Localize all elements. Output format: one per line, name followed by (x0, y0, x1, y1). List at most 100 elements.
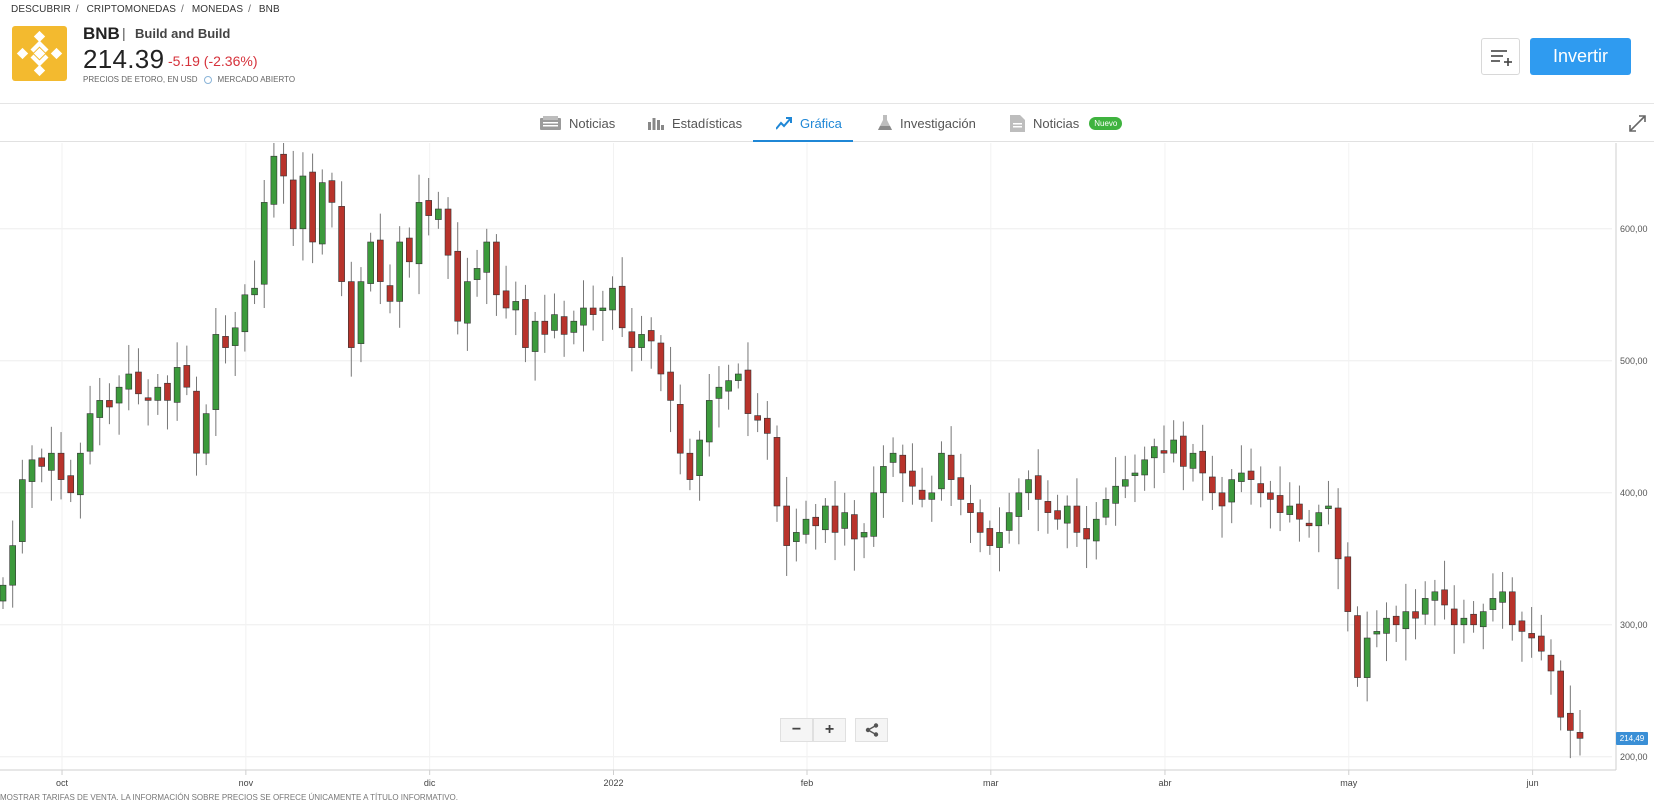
y-tick-label: 400,00 (1620, 488, 1648, 498)
candle-body (260, 202, 268, 285)
candle-body (173, 367, 181, 403)
candle-body (1373, 631, 1381, 635)
candle (309, 153, 316, 264)
candle-body (764, 417, 771, 434)
candle-body (1267, 492, 1274, 500)
breadcrumb-item[interactable]: CRIPTOMONEDAS (86, 4, 177, 15)
price-info: PRECIOS DE ETORO, EN USD MERCADO ABIERTO (83, 75, 295, 84)
candle (9, 520, 16, 608)
candle-body (686, 452, 694, 480)
candle (280, 143, 287, 204)
candle (193, 376, 200, 476)
candle (957, 453, 965, 516)
candle-body (67, 475, 75, 494)
candle (725, 364, 732, 410)
candle (483, 228, 491, 305)
ticker-symbol: BNB (83, 24, 120, 43)
add-to-list-icon (1491, 50, 1512, 66)
zoom-in-button[interactable]: + (813, 718, 846, 742)
candle (1518, 611, 1526, 662)
candle-body (1102, 499, 1110, 518)
candle-body (967, 503, 974, 513)
candle (135, 348, 142, 405)
candle (1005, 492, 1013, 544)
zoom-out-button[interactable]: − (780, 718, 813, 742)
candle-body (734, 373, 742, 381)
candle-body (1508, 591, 1516, 626)
candle (1470, 601, 1477, 633)
candle-body (1199, 450, 1206, 474)
candle (860, 523, 868, 559)
candle (367, 232, 374, 292)
candle (96, 377, 104, 446)
candle (802, 500, 810, 544)
candle (1209, 455, 1216, 510)
candle-body (957, 477, 965, 500)
candle (48, 426, 55, 501)
share-button[interactable] (855, 718, 888, 742)
candle (154, 374, 162, 415)
candle (638, 315, 645, 361)
candle (502, 265, 510, 319)
candle (1567, 685, 1574, 759)
candle (647, 317, 655, 369)
candle (657, 335, 665, 392)
candle-body (618, 285, 626, 329)
candle (1363, 611, 1371, 702)
candle-body (1276, 495, 1284, 513)
invest-button[interactable]: Invertir (1530, 38, 1631, 75)
tab-statistics[interactable]: Estadísticas (648, 104, 742, 142)
candle (899, 444, 907, 503)
candle-body (541, 320, 549, 335)
candle (686, 438, 694, 491)
candle (1296, 485, 1303, 542)
candle-body (444, 208, 452, 256)
candle (464, 257, 471, 351)
candle (589, 285, 597, 331)
add-to-watchlist-button[interactable] (1481, 38, 1520, 75)
candle-body (1421, 598, 1429, 615)
candle (1354, 606, 1361, 687)
candle (754, 393, 761, 433)
candle-body (415, 202, 423, 265)
candle (1180, 421, 1187, 491)
candle (115, 375, 123, 435)
tab-news-new[interactable]: Noticias Nuevo (1010, 104, 1123, 142)
candlestick-chart[interactable]: 600,00 500,00 400,00 300,00 200,00 oct nov dic… (0, 143, 1654, 803)
candle (1547, 639, 1555, 695)
breadcrumb-item[interactable]: DESCUBRIR (11, 4, 71, 15)
candle (1450, 585, 1458, 654)
candle-body (1160, 450, 1168, 454)
candle (1334, 488, 1342, 590)
candle-body (1567, 712, 1574, 731)
tab-research[interactable]: Investigación (878, 104, 976, 142)
current-price: 214.39 (83, 44, 165, 74)
candle-body (396, 241, 403, 302)
candle (880, 445, 887, 518)
candle-body (1402, 611, 1410, 630)
candle (1141, 446, 1148, 491)
candle (173, 342, 181, 421)
candle (1383, 602, 1390, 662)
price-change: -5.19 (-2.36%) (168, 53, 258, 69)
candle-body (425, 200, 432, 216)
price-chart[interactable]: 600,00 500,00 400,00 300,00 200,00 oct nov dic… (0, 143, 1654, 803)
candle (918, 467, 926, 508)
expand-icon[interactable] (1629, 115, 1646, 132)
candle-body (1305, 522, 1313, 527)
candle-body (202, 413, 210, 454)
candle-body (1431, 591, 1439, 601)
candle (347, 261, 355, 377)
tab-chart[interactable]: Gráfica (776, 104, 842, 142)
candle-body (289, 179, 297, 230)
candle-body (1489, 598, 1497, 610)
current-price-tag: 214,49 (1616, 732, 1648, 745)
candle-body (377, 239, 384, 282)
candle-body (338, 206, 345, 282)
candle-body (1441, 589, 1448, 606)
y-tick-label: 600,00 (1620, 224, 1648, 234)
breadcrumb-item[interactable]: MONEDAS (191, 4, 244, 15)
candle-body (280, 153, 287, 177)
tab-news[interactable]: Noticias (540, 104, 615, 142)
candle (1344, 542, 1352, 632)
